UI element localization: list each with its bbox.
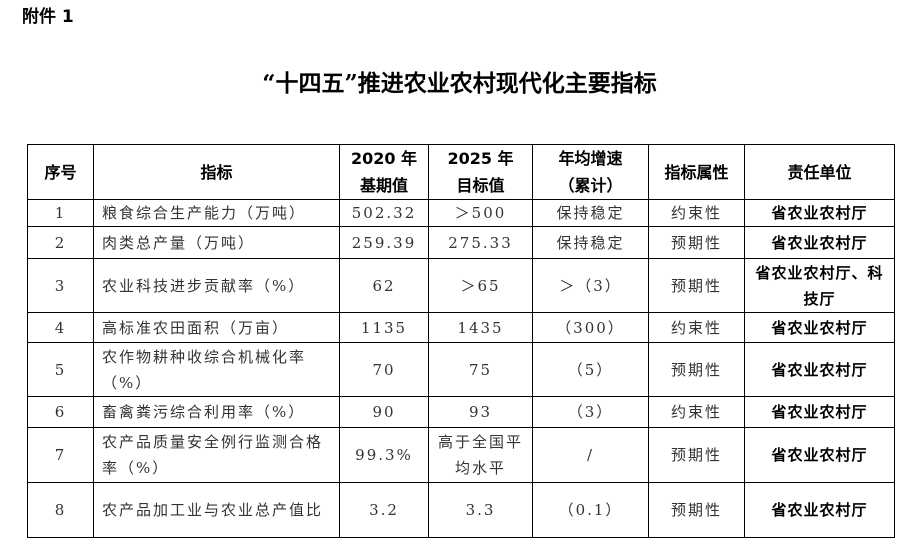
row-number: 3	[27, 258, 94, 313]
table-row: 5 农作物耕种收综合机械化率（%） 70 75 （5） 预期性 省农业农村厅	[27, 342, 895, 397]
target-value-2025: 93	[428, 396, 533, 428]
indicator-name: 农业科技进步贡献率（%）	[93, 258, 340, 313]
indicator-name: 农产品质量安全例行监测合格率（%）	[93, 427, 340, 483]
target-value-2025: 高于全国平均水平	[428, 427, 533, 483]
table-row: 1 粮食综合生产能力（万吨） 502.32 ＞500 保持稳定 约束性 省农业农村厅	[27, 199, 895, 227]
table-row: 4 高标准农田面积（万亩） 1135 1435 （300） 约束性 省农业农村厅	[27, 312, 895, 343]
responsible-unit: 省农业农村厅	[744, 396, 895, 428]
base-value-2020: 62	[339, 258, 429, 313]
responsible-unit: 省农业农村厅	[744, 226, 895, 259]
annual-growth: 保持稳定	[532, 199, 649, 227]
target-value-2025: 3.3	[428, 482, 533, 538]
table-row: 2 肉类总产量（万吨） 259.39 275.33 保持稳定 预期性 省农业农村厅	[27, 226, 895, 259]
indicator-name: 粮食综合生产能力（万吨）	[93, 199, 340, 227]
table-header-row: 序号 指标 2020 年基期值 2025 年目标值 年均增速 （累计） 指标属性 责任单位	[27, 144, 895, 200]
base-value-2020: 3.2	[339, 482, 429, 538]
base-value-2020: 90	[339, 396, 429, 428]
indicator-attribute: 预期性	[648, 342, 745, 397]
base-value-2020: 99.3%	[339, 427, 429, 483]
header-responsible-unit: 责任单位	[744, 144, 895, 200]
indicator-name: 肉类总产量（万吨）	[93, 226, 340, 259]
indicator-name: 高标准农田面积（万亩）	[93, 312, 340, 343]
table-row: 8 农产品加工业与农业总产值比 3.2 3.3 （0.1） 预期性 省农业农村厅	[27, 482, 895, 538]
indicator-attribute: 约束性	[648, 312, 745, 343]
base-value-2020: 70	[339, 342, 429, 397]
header-base-2020: 2020 年基期值	[339, 144, 429, 200]
indicator-name: 农作物耕种收综合机械化率（%）	[93, 342, 340, 397]
indicator-attribute: 预期性	[648, 258, 745, 313]
annual-growth: （0.1）	[532, 482, 649, 538]
header-indicator: 指标	[93, 144, 340, 200]
header-growth: 年均增速 （累计）	[532, 144, 649, 200]
indicator-name: 农产品加工业与农业总产值比	[93, 482, 340, 538]
annual-growth: （3）	[532, 396, 649, 428]
responsible-unit: 省农业农村厅	[744, 482, 895, 538]
target-value-2025: ＞65	[428, 258, 533, 313]
annual-growth: /	[532, 427, 649, 483]
header-attribute: 指标属性	[648, 144, 745, 200]
document-title: “十四五”推进农业农村现代化主要指标	[262, 70, 657, 97]
responsible-unit: 省农业农村厅	[744, 312, 895, 343]
row-number: 6	[27, 396, 94, 428]
base-value-2020: 1135	[339, 312, 429, 343]
annual-growth: ＞（3）	[532, 258, 649, 313]
responsible-unit: 省农业农村厅	[744, 427, 895, 483]
indicator-attribute: 预期性	[648, 427, 745, 483]
row-number: 7	[27, 427, 94, 483]
responsible-unit: 省农业农村厅	[744, 342, 895, 397]
target-value-2025: ＞500	[428, 199, 533, 227]
row-number: 2	[27, 226, 94, 259]
responsible-unit: 省农业农村厅、科技厅	[744, 258, 895, 313]
indicator-attribute: 预期性	[648, 226, 745, 259]
base-value-2020: 502.32	[339, 199, 429, 227]
header-target-2025: 2025 年目标值	[428, 144, 533, 200]
table-row: 3 农业科技进步贡献率（%） 62 ＞65 ＞（3） 预期性 省农业农村厅、科技厅	[27, 258, 895, 313]
row-number: 4	[27, 312, 94, 343]
responsible-unit: 省农业农村厅	[744, 199, 895, 227]
row-number: 1	[27, 199, 94, 227]
indicator-attribute: 预期性	[648, 482, 745, 538]
row-number: 8	[27, 482, 94, 538]
annual-growth: （5）	[532, 342, 649, 397]
indicator-attribute: 约束性	[648, 396, 745, 428]
annual-growth: （300）	[532, 312, 649, 343]
attachment-label: 附件 1	[22, 7, 74, 27]
base-value-2020: 259.39	[339, 226, 429, 259]
annual-growth: 保持稳定	[532, 226, 649, 259]
header-no: 序号	[27, 144, 94, 200]
indicator-attribute: 约束性	[648, 199, 745, 227]
indicator-name: 畜禽粪污综合利用率（%）	[93, 396, 340, 428]
target-value-2025: 275.33	[428, 226, 533, 259]
table-row: 7 农产品质量安全例行监测合格率（%） 99.3% 高于全国平均水平 / 预期性 省农业农村…	[27, 427, 895, 483]
row-number: 5	[27, 342, 94, 397]
target-value-2025: 1435	[428, 312, 533, 343]
target-value-2025: 75	[428, 342, 533, 397]
table-row: 6 畜禽粪污综合利用率（%） 90 93 （3） 约束性 省农业农村厅	[27, 396, 895, 428]
indicators-table: 序号 指标 2020 年基期值 2025 年目标值 年均增速 （累计） 指标属性 责任单位 1…	[27, 144, 895, 538]
